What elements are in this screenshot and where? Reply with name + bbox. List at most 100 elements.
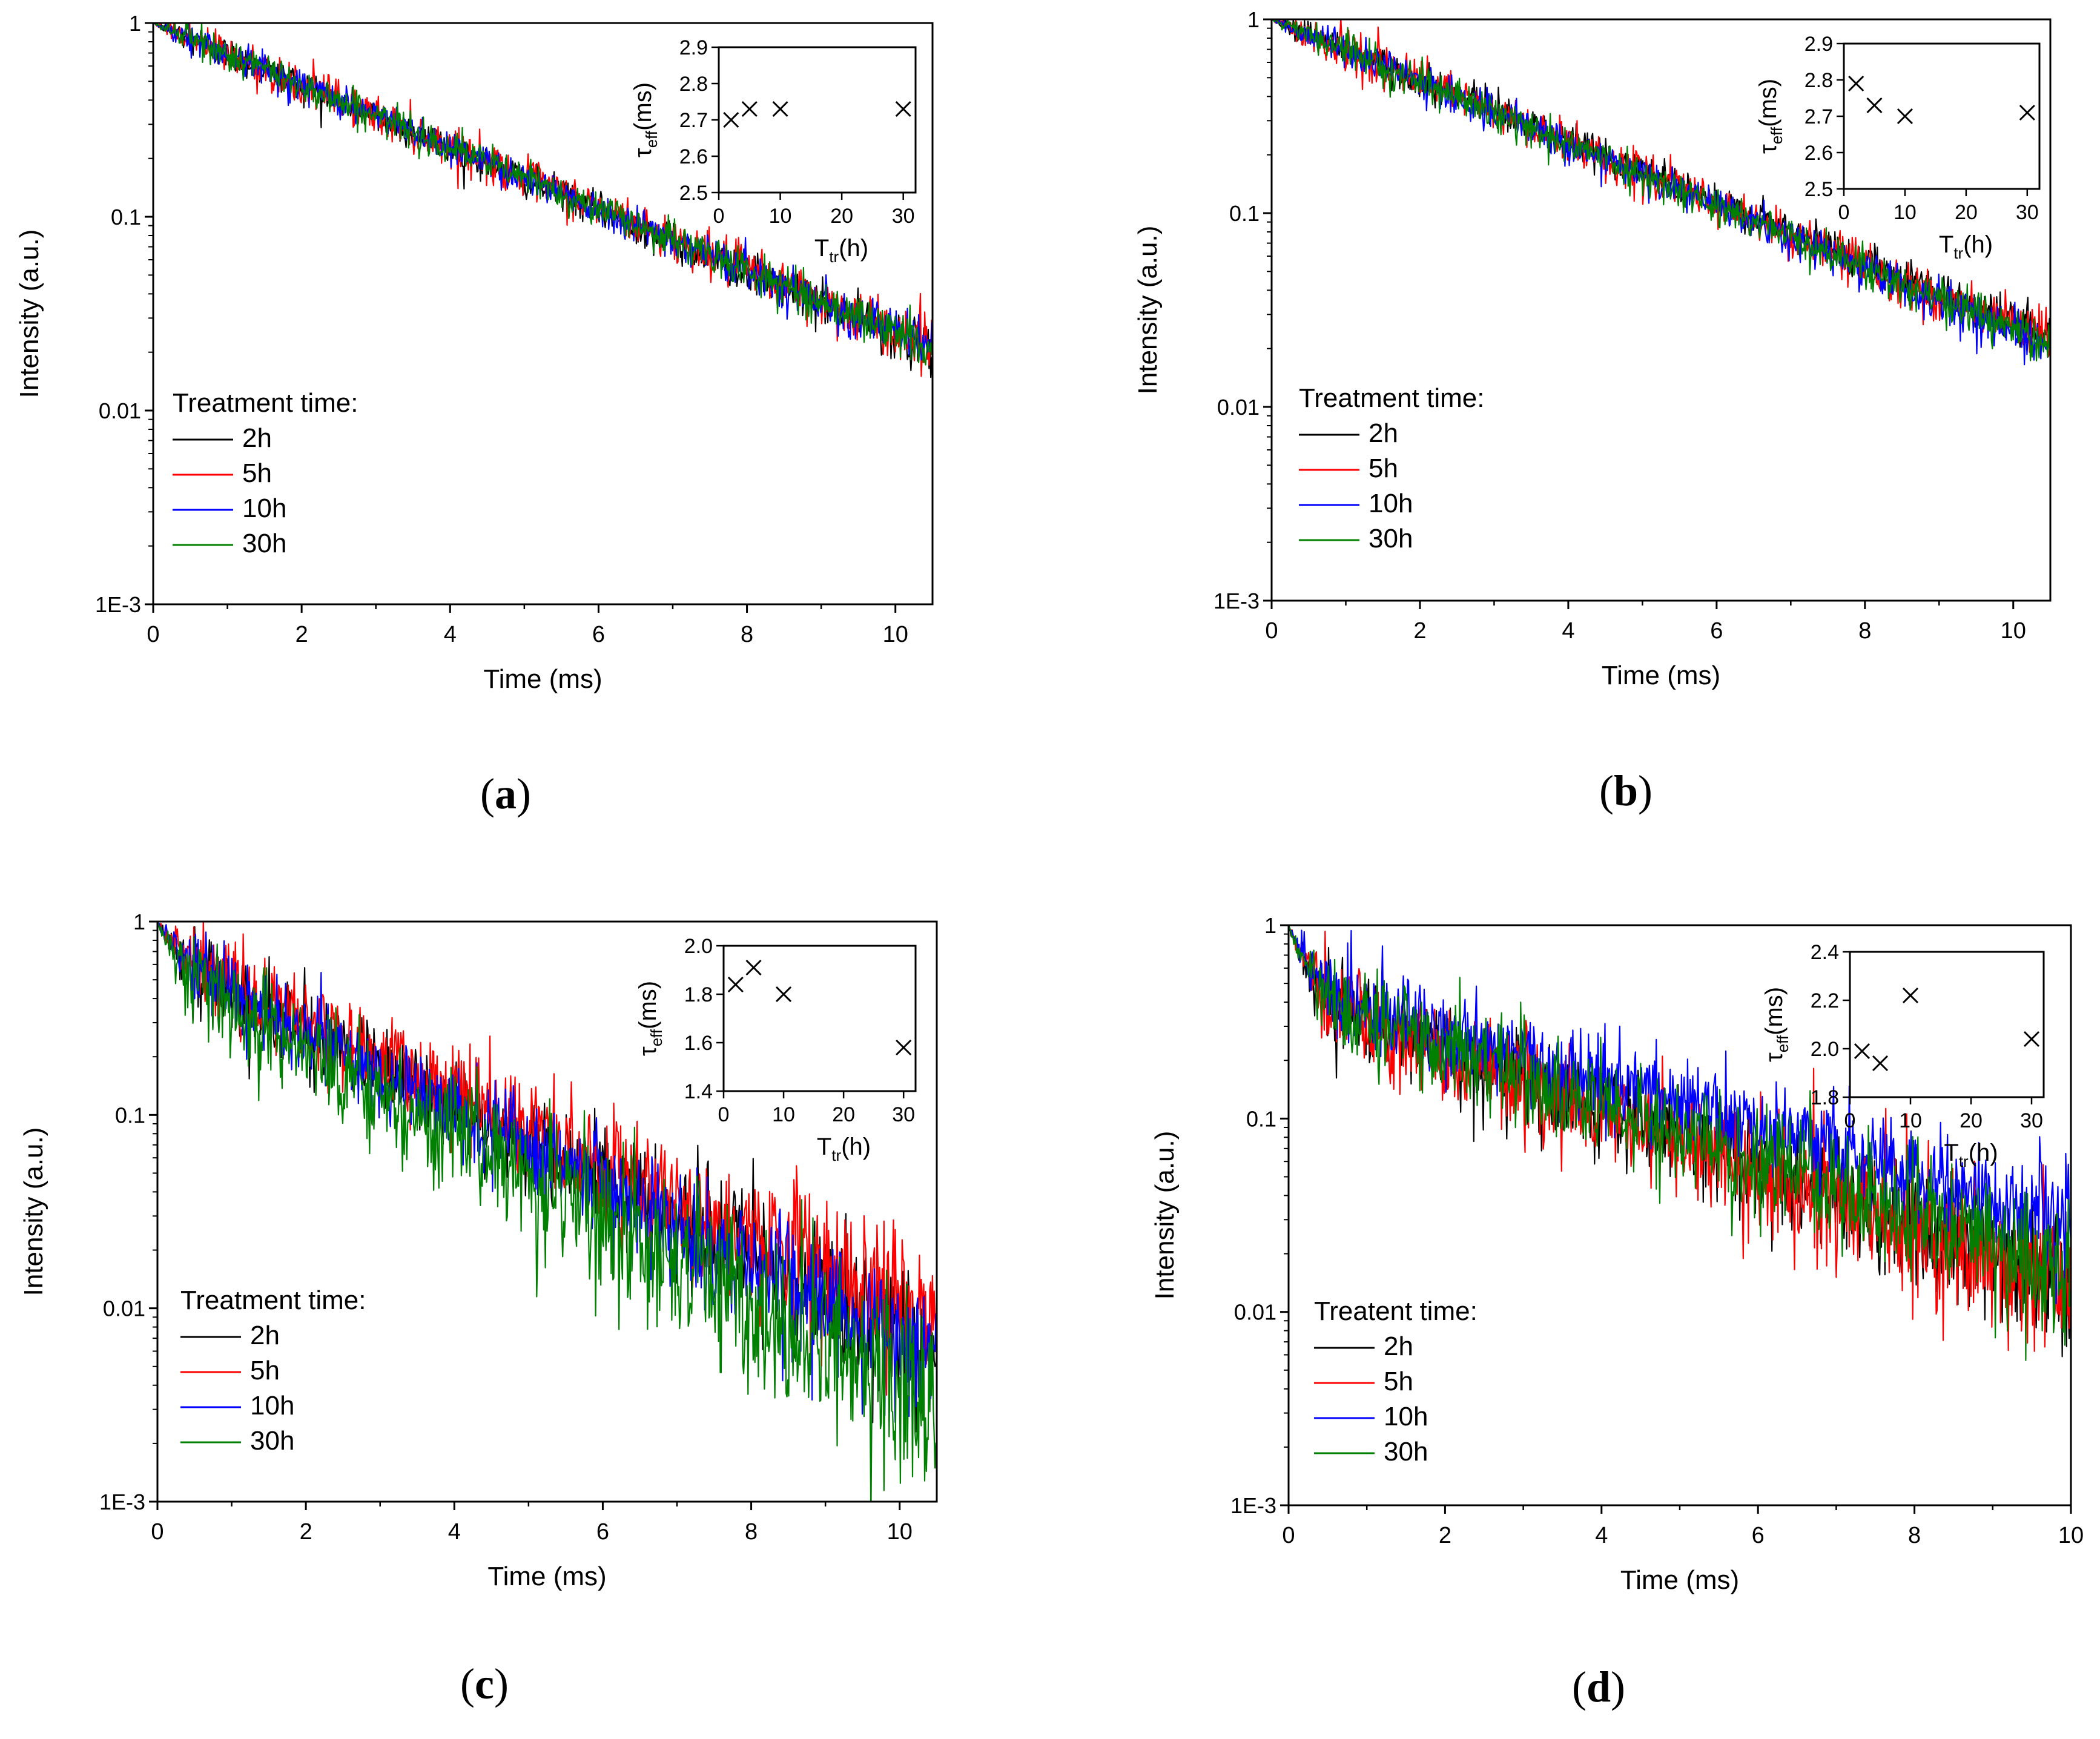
inset-y-label-sub: eff: [642, 130, 661, 148]
y-tick-label: 1: [1264, 913, 1276, 938]
inset-x-tick-label: 10: [1899, 1109, 1922, 1132]
chart-panel-d: 0 2 4 6 8 10 1E-3 0.01 0.1 1 Time (ms) Intensity (a…: [1150, 913, 2084, 1595]
panel-caption: (d): [1572, 1663, 1625, 1711]
legend-label-30h: 30h: [250, 1426, 294, 1456]
inset-frame: [1843, 42, 2041, 190]
inset-x-tick-label: 0: [713, 205, 725, 228]
inset-y-tick-label: 2.5: [1804, 178, 1833, 201]
inset-y-tick-label: 2.9: [679, 36, 708, 59]
inset-point: [1897, 108, 1913, 125]
x-axis-label: Time (ms): [1620, 1565, 1739, 1595]
inset-point: [772, 101, 788, 117]
inset-y-label-main: τ: [1761, 1052, 1788, 1062]
inset-x-tick-label: 0: [1844, 1109, 1856, 1132]
inset-y-axis-label: τeff(ms): [635, 981, 665, 1056]
y-tick-label: 1E-3: [95, 592, 141, 617]
inset-point-stroke: [772, 101, 788, 117]
inset-y-label-main: τ: [630, 148, 656, 157]
inset-y-label-tail: (ms): [1755, 79, 1781, 127]
inset-x-label-sub: tr: [829, 248, 839, 266]
inset-x-label-sub: tr: [1953, 244, 1963, 262]
inset-point-stroke: [1897, 108, 1913, 125]
x-tick-label: 4: [1562, 618, 1574, 644]
inset-x-tick-label: 10: [772, 1103, 795, 1126]
legend-label-5h: 5h: [242, 458, 272, 488]
x-tick-label: 0: [151, 1519, 163, 1545]
inset-y-tick-label: 1.6: [684, 1032, 713, 1055]
y-tick-label: 0.01: [1217, 395, 1260, 420]
inset-point: [776, 986, 792, 1003]
inset-point-stroke: [1848, 75, 1864, 92]
series-line-30h: [153, 23, 933, 366]
x-tick-label: 0: [1265, 618, 1278, 644]
legend-label-30h: 30h: [1369, 524, 1413, 553]
chart-panel-c: 0 2 4 6 8 10 1E-3 0.01 0.1 1 Time (ms) Intensity (a…: [19, 909, 938, 1591]
inset-point-stroke: [1866, 97, 1883, 114]
legend-label-10h: 10h: [250, 1391, 294, 1421]
x-tick-label: 6: [592, 622, 605, 647]
inset-y-tick-label: 2.4: [1811, 941, 1839, 964]
inset-y-tick-label: 2.8: [1804, 69, 1833, 92]
inset-x-label-tail: (h): [1963, 231, 1993, 258]
inset-x-tick-label: 30: [2020, 1109, 2043, 1132]
legend-label-30h: 30h: [1384, 1437, 1428, 1467]
chart-panel-a: 0 2 4 6 8 10 1E-3 0.01 0.1 1 Time (ms) Intensity (a…: [15, 11, 934, 694]
caption-letter: a: [495, 770, 517, 818]
inset-y-tick-label: 2.2: [1811, 989, 1839, 1012]
y-axis-label: Intensity (a.u.): [15, 229, 44, 398]
inset-point: [1848, 75, 1864, 92]
plot-frame: [152, 22, 934, 606]
legend-label-2h: 2h: [1369, 418, 1398, 448]
y-tick-label: 1: [133, 909, 145, 934]
inset-x-tick-label: 30: [892, 1103, 915, 1126]
y-tick-label: 1: [129, 11, 141, 36]
inset-point: [1866, 97, 1883, 114]
inset-y-label-main: τ: [1755, 144, 1781, 154]
y-tick-label: 1E-3: [1213, 589, 1260, 613]
legend-title: Treatment time:: [173, 388, 358, 418]
inset-x-tick-label: 20: [1960, 1109, 1983, 1132]
legend-title: Treatent time:: [1314, 1296, 1478, 1326]
inset-y-tick-label: 2.0: [1811, 1038, 1839, 1061]
inset-y-label-tail: (ms): [630, 82, 656, 131]
legend-label-10h: 10h: [242, 493, 286, 523]
x-tick-label: 4: [444, 622, 457, 647]
inset-point-stroke: [727, 976, 744, 993]
panel-caption: (a): [480, 770, 531, 818]
inset-x-tick-label: 30: [892, 205, 915, 228]
caption-paren-open: (: [1599, 767, 1614, 815]
inset-y-tick-label: 2.0: [684, 935, 713, 958]
inset-y-tick-label: 1.4: [684, 1080, 713, 1103]
inset-y-label-tail: (ms): [1761, 987, 1788, 1035]
legend-label-5h: 5h: [250, 1356, 280, 1385]
x-tick-label: 0: [147, 622, 159, 647]
inset-y-label-tail: (ms): [635, 981, 661, 1029]
inset-frame: [1849, 951, 2045, 1098]
inset-y-tick-label: 1.8: [1811, 1086, 1839, 1109]
inset-chart: 0 10 20 30 1.8 2.0 2.2 2.4 Ttr(h) τeff(ms): [1761, 941, 2045, 1170]
x-tick-label: 8: [1858, 618, 1871, 644]
inset-x-tick-label: 0: [718, 1103, 730, 1126]
x-tick-label: 2: [300, 1519, 312, 1545]
y-axis-label: Intensity (a.u.): [1133, 226, 1163, 395]
series-line-30h: [157, 922, 937, 1502]
inset-x-tick-label: 20: [1955, 201, 1978, 224]
x-tick-label: 2: [296, 622, 308, 647]
inset-point-stroke: [1872, 1055, 1889, 1072]
series-line-5h: [157, 922, 937, 1396]
inset-chart: 0 10 20 30 2.5 2.6 2.7 2.8 2.9 Ttr(h) τeff(ms): [630, 36, 917, 266]
inset-x-axis-label: Ttr(h): [1944, 1140, 1998, 1170]
inset-x-tick-label: 10: [1894, 201, 1917, 224]
y-tick-label: 0.01: [1234, 1300, 1276, 1325]
x-tick-label: 10: [2001, 618, 2026, 644]
caption-paren-close: ): [494, 1660, 509, 1708]
inset-x-axis-label: Ttr(h): [817, 1133, 871, 1164]
inset-chart: 0 10 20 30 2.5 2.6 2.7 2.8 2.9 Ttr(h) τeff(ms): [1755, 33, 2041, 262]
inset-point: [896, 1039, 912, 1056]
inset-x-label-tail: (h): [841, 1133, 871, 1160]
inset-point: [895, 101, 911, 117]
inset-x-label-sub: tr: [831, 1146, 841, 1164]
x-tick-label: 4: [1595, 1523, 1608, 1548]
legend-label-5h: 5h: [1369, 454, 1398, 483]
